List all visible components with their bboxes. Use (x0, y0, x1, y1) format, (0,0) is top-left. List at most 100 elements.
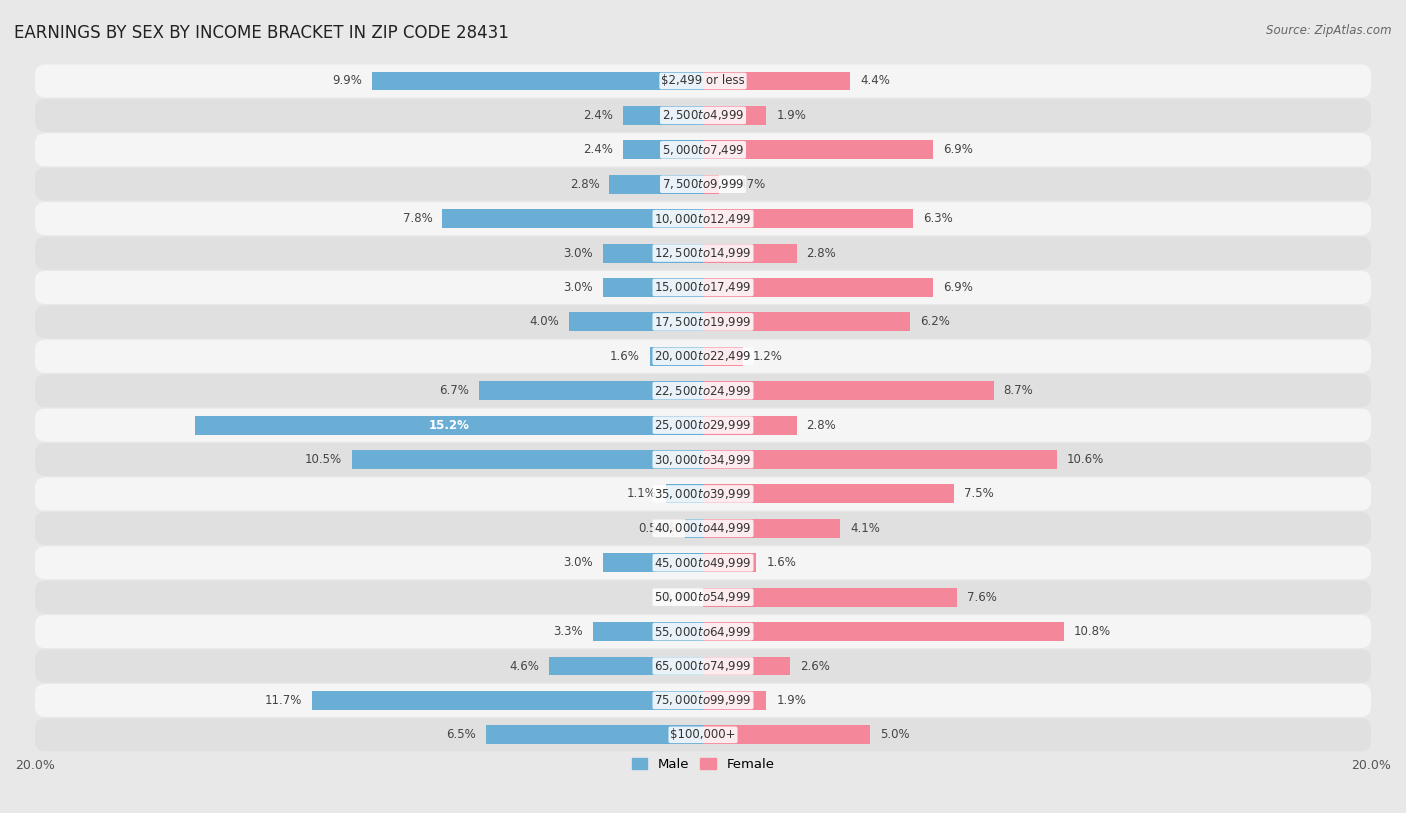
Text: 0.53%: 0.53% (638, 522, 675, 535)
Bar (443, 209, 703, 228)
Text: 10.5%: 10.5% (305, 453, 342, 466)
Text: $15,000 to $17,499: $15,000 to $17,499 (654, 280, 752, 294)
Text: $20,000 to $22,499: $20,000 to $22,499 (654, 350, 752, 363)
FancyBboxPatch shape (35, 477, 1371, 511)
FancyBboxPatch shape (35, 546, 1371, 580)
Text: 4.4%: 4.4% (860, 75, 890, 88)
Bar (353, 450, 703, 469)
FancyBboxPatch shape (35, 650, 1371, 683)
FancyBboxPatch shape (35, 512, 1371, 545)
Text: $100,000+: $100,000+ (671, 728, 735, 741)
Text: $65,000 to $74,999: $65,000 to $74,999 (654, 659, 752, 673)
Text: 1.9%: 1.9% (776, 694, 807, 707)
Bar (703, 141, 934, 159)
Text: Source: ZipAtlas.com: Source: ZipAtlas.com (1267, 24, 1392, 37)
Bar (685, 519, 703, 538)
Text: 5.0%: 5.0% (880, 728, 910, 741)
Bar (603, 554, 703, 572)
Bar (550, 657, 703, 676)
Text: 4.0%: 4.0% (530, 315, 560, 328)
Bar (703, 347, 744, 366)
Bar (703, 106, 766, 125)
FancyBboxPatch shape (35, 306, 1371, 338)
Bar (650, 347, 703, 366)
Text: 1.6%: 1.6% (766, 556, 796, 569)
Bar (623, 141, 703, 159)
Bar (703, 209, 914, 228)
Text: EARNINGS BY SEX BY INCOME BRACKET IN ZIP CODE 28431: EARNINGS BY SEX BY INCOME BRACKET IN ZIP… (14, 24, 509, 42)
Text: 3.0%: 3.0% (564, 556, 593, 569)
Text: 6.2%: 6.2% (920, 315, 950, 328)
Text: 6.9%: 6.9% (943, 143, 973, 156)
FancyBboxPatch shape (35, 271, 1371, 304)
Bar (195, 415, 703, 435)
Bar (623, 106, 703, 125)
Text: 6.7%: 6.7% (439, 385, 470, 398)
Text: $22,500 to $24,999: $22,500 to $24,999 (654, 384, 752, 398)
Bar (703, 415, 797, 435)
FancyBboxPatch shape (35, 237, 1371, 270)
Bar (703, 554, 756, 572)
Text: 10.6%: 10.6% (1067, 453, 1104, 466)
Text: 4.6%: 4.6% (509, 659, 540, 672)
Bar (703, 657, 790, 676)
Text: 7.8%: 7.8% (402, 212, 433, 225)
Text: 15.2%: 15.2% (429, 419, 470, 432)
FancyBboxPatch shape (35, 409, 1371, 441)
Text: 8.7%: 8.7% (1004, 385, 1033, 398)
Text: $55,000 to $64,999: $55,000 to $64,999 (654, 624, 752, 638)
Text: $50,000 to $54,999: $50,000 to $54,999 (654, 590, 752, 604)
Text: 3.3%: 3.3% (553, 625, 582, 638)
Text: $17,500 to $19,999: $17,500 to $19,999 (654, 315, 752, 329)
Bar (703, 519, 839, 538)
Bar (569, 312, 703, 332)
Text: 11.7%: 11.7% (264, 694, 302, 707)
FancyBboxPatch shape (35, 374, 1371, 407)
Bar (703, 381, 994, 400)
Bar (479, 381, 703, 400)
Text: $25,000 to $29,999: $25,000 to $29,999 (654, 418, 752, 433)
Text: 2.4%: 2.4% (583, 109, 613, 122)
FancyBboxPatch shape (35, 202, 1371, 235)
Text: 0.0%: 0.0% (664, 591, 693, 604)
Bar (603, 244, 703, 263)
Bar (703, 588, 957, 606)
Text: 2.6%: 2.6% (800, 659, 830, 672)
Text: 1.1%: 1.1% (626, 488, 657, 501)
Bar (703, 72, 851, 90)
Text: 1.9%: 1.9% (776, 109, 807, 122)
Text: 7.5%: 7.5% (963, 488, 993, 501)
Bar (703, 312, 910, 332)
FancyBboxPatch shape (35, 615, 1371, 648)
FancyBboxPatch shape (35, 64, 1371, 98)
FancyBboxPatch shape (35, 580, 1371, 614)
Bar (593, 622, 703, 641)
Text: 2.8%: 2.8% (807, 246, 837, 259)
Text: 3.0%: 3.0% (564, 246, 593, 259)
Text: $35,000 to $39,999: $35,000 to $39,999 (654, 487, 752, 501)
Text: 7.6%: 7.6% (967, 591, 997, 604)
Text: $75,000 to $99,999: $75,000 to $99,999 (654, 693, 752, 707)
FancyBboxPatch shape (35, 340, 1371, 373)
Bar (666, 485, 703, 503)
Bar (703, 725, 870, 744)
Text: 6.9%: 6.9% (943, 281, 973, 294)
Text: $10,000 to $12,499: $10,000 to $12,499 (654, 211, 752, 226)
Text: 1.2%: 1.2% (754, 350, 783, 363)
Bar (312, 691, 703, 710)
Text: $30,000 to $34,999: $30,000 to $34,999 (654, 453, 752, 467)
Bar (703, 278, 934, 297)
FancyBboxPatch shape (35, 167, 1371, 201)
Text: $45,000 to $49,999: $45,000 to $49,999 (654, 556, 752, 570)
Text: 6.3%: 6.3% (924, 212, 953, 225)
Text: 1.6%: 1.6% (610, 350, 640, 363)
Bar (703, 622, 1064, 641)
Text: $5,000 to $7,499: $5,000 to $7,499 (662, 143, 744, 157)
FancyBboxPatch shape (35, 133, 1371, 167)
Text: $2,499 or less: $2,499 or less (661, 75, 745, 88)
Text: 2.8%: 2.8% (807, 419, 837, 432)
Legend: Male, Female: Male, Female (626, 753, 780, 776)
Bar (603, 278, 703, 297)
Bar (703, 175, 718, 193)
Bar (486, 725, 703, 744)
